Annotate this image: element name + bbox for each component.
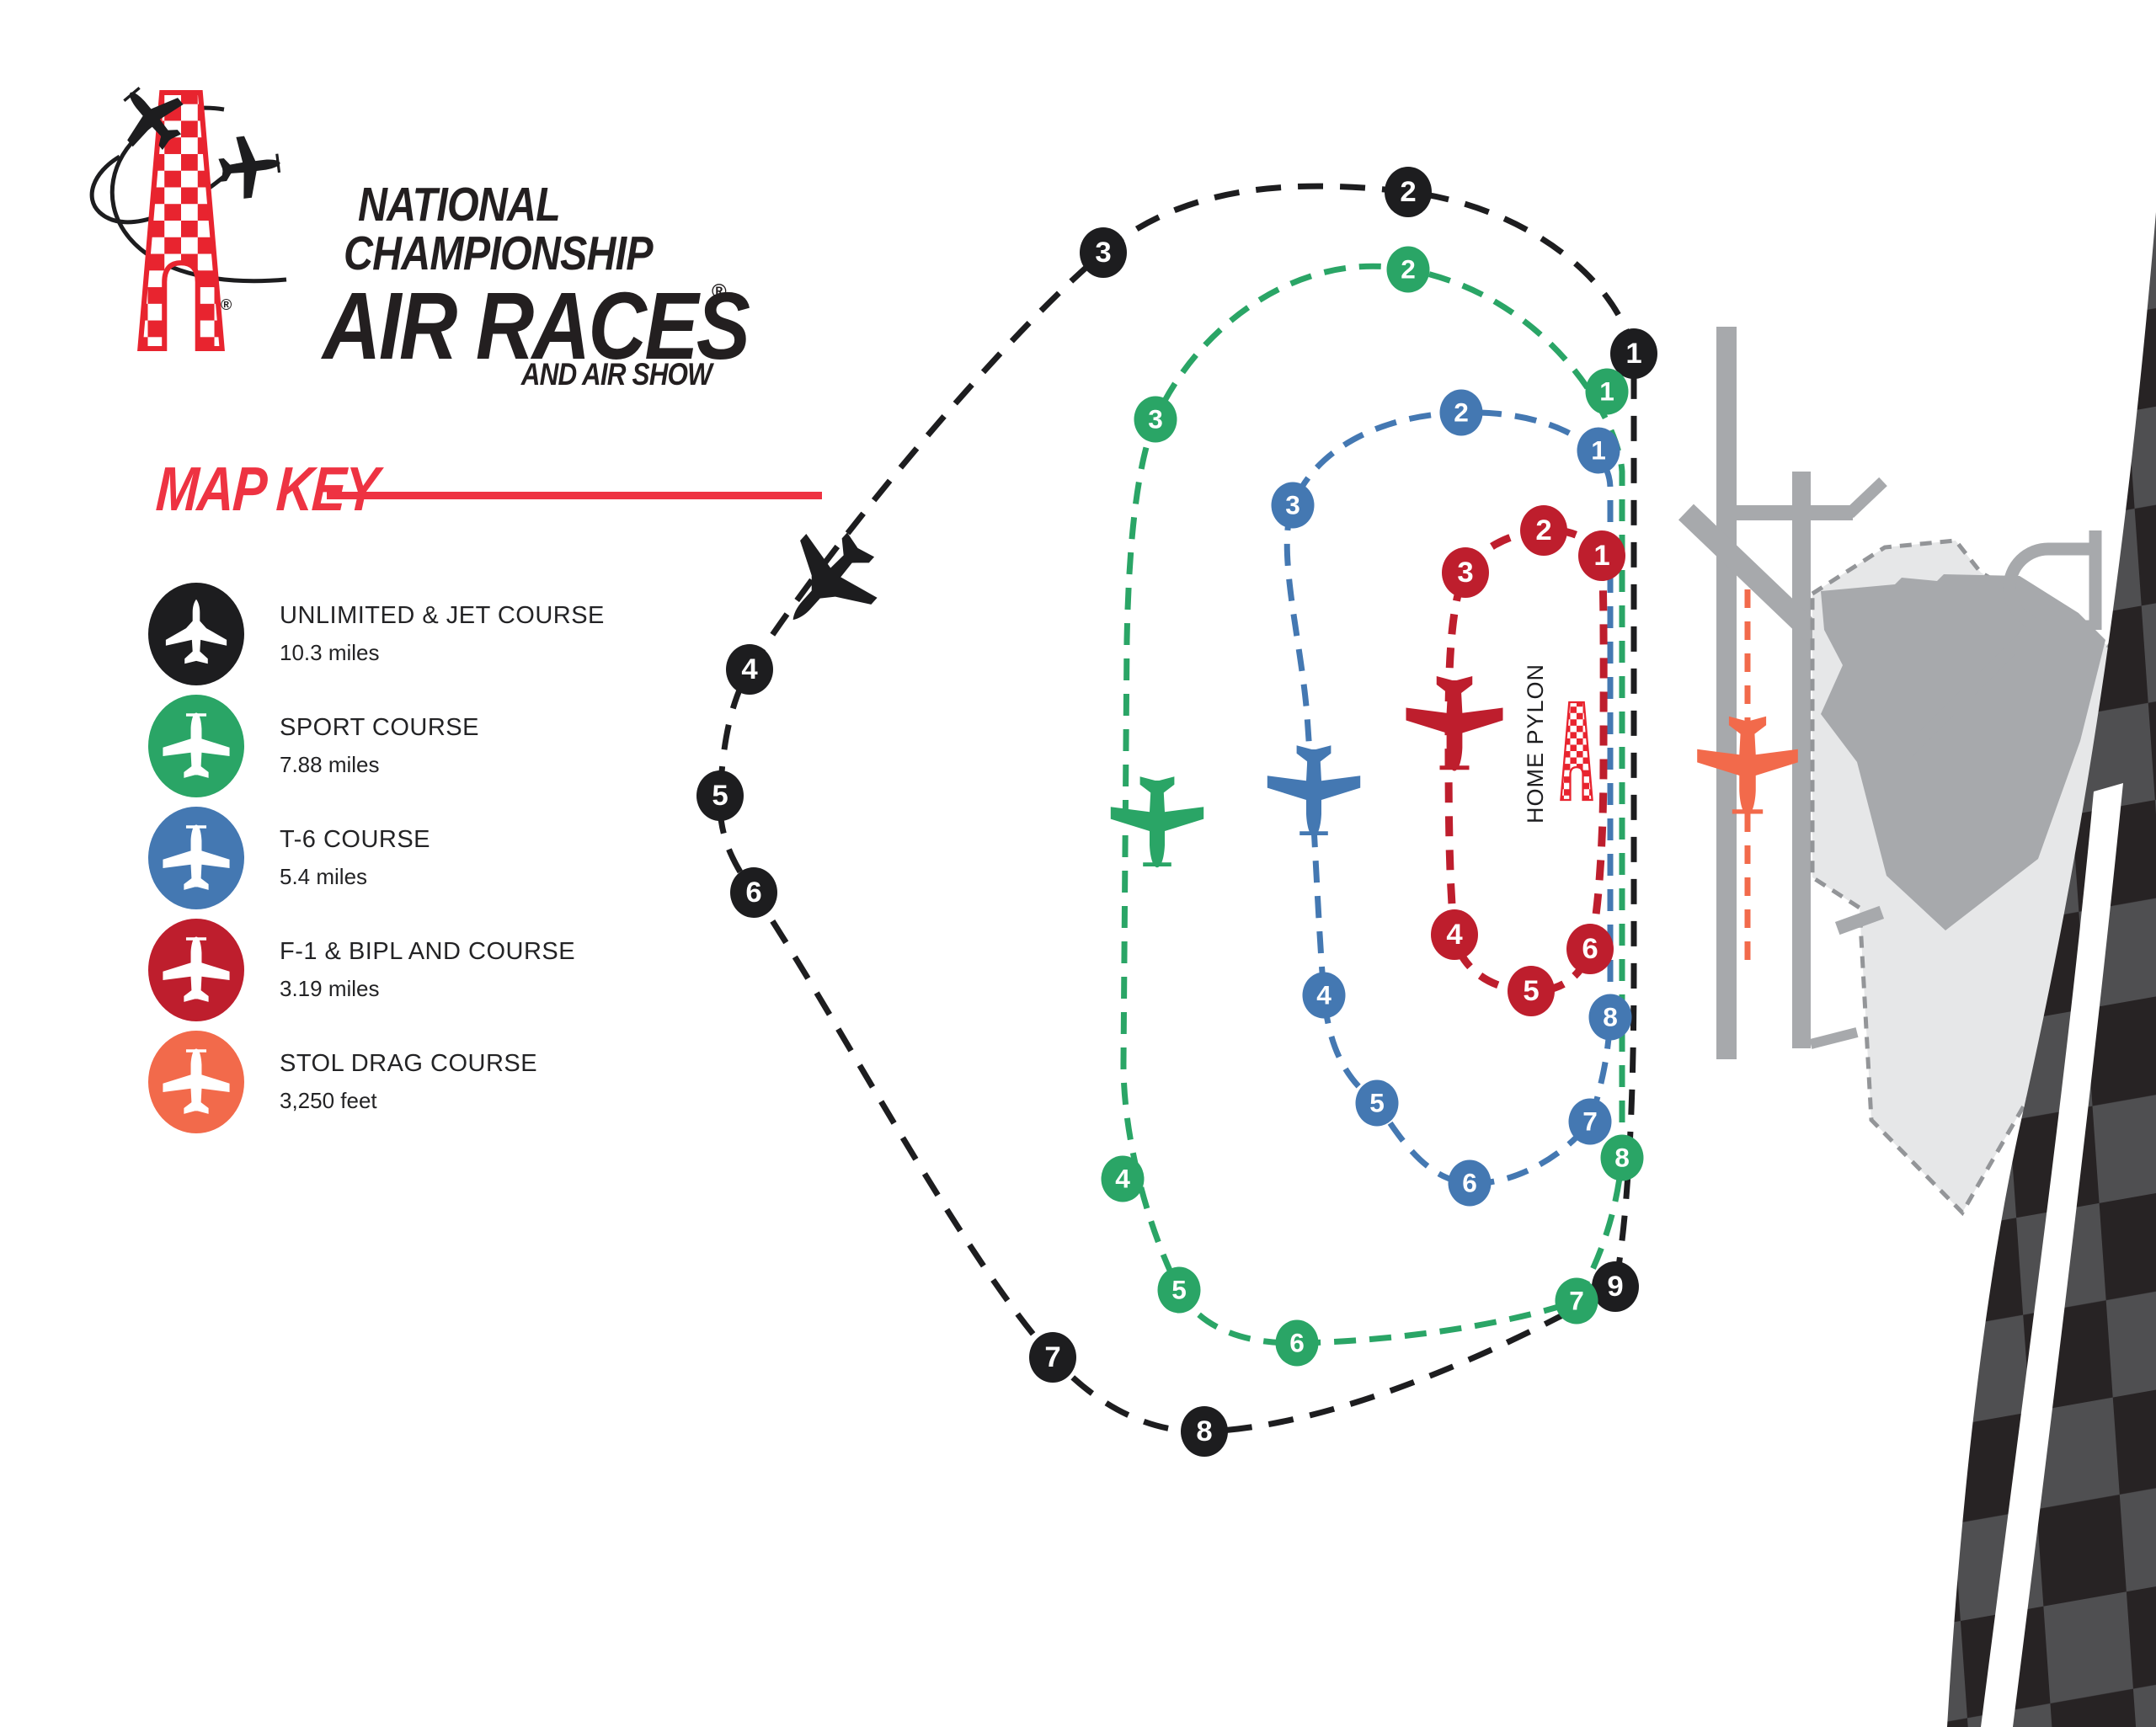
t6-pylon-6: 6 <box>1448 1159 1492 1207</box>
terminal-building <box>1821 574 2105 930</box>
f1-biplane-course-track <box>1444 526 1608 995</box>
course-distance: 3,250 feet <box>280 1087 377 1113</box>
course-label: STOL DRAG COURSE <box>280 1049 538 1077</box>
unlimited-jet-pylon-3: 3 <box>1080 227 1127 278</box>
taxiway-tick <box>1845 477 1887 519</box>
logo-graphic <box>89 71 287 349</box>
t6-pylon-1: 1 <box>1577 427 1620 474</box>
logo-pylon-tower <box>140 93 221 349</box>
sport-pylon-5: 5 <box>1157 1266 1201 1314</box>
course-distance: 5.4 miles <box>280 863 368 889</box>
home-pylon-icon <box>1560 701 1593 802</box>
sport-pylon-8: 8 <box>1600 1134 1644 1181</box>
map-key-items: UNLIMITED & JET COURSE 10.3 miles SPORT … <box>148 578 755 1138</box>
sport-course-badge <box>148 694 244 797</box>
map-key-item-unlimited-jet: UNLIMITED & JET COURSE 10.3 miles <box>148 578 755 690</box>
logo-title-line1: NATIONAL <box>358 178 561 232</box>
runway-foot-stub <box>1809 1027 1859 1049</box>
flag-fold-highlight <box>1981 783 2123 1727</box>
unlimited-jet-pylon-6: 6 <box>730 867 777 918</box>
f1-biplane-pylon-1: 1 <box>1578 530 1625 581</box>
airport-runways <box>1678 327 1887 1059</box>
sport-pylon-4: 4 <box>1101 1155 1145 1202</box>
taxiway-horizontal <box>1737 505 1853 520</box>
prop-plane-icon <box>163 1047 230 1114</box>
course-distance: 7.88 miles <box>280 751 380 777</box>
f1-biplane-pylon-2: 2 <box>1520 505 1567 556</box>
map-key-rule <box>327 492 822 499</box>
unlimited-jet-pylon-7: 7 <box>1029 1332 1076 1383</box>
f1-biplane-pylon-4: 4 <box>1431 909 1478 960</box>
course-label: T-6 COURSE <box>280 825 431 853</box>
sport-pylon-1: 1 <box>1585 368 1629 415</box>
unlimited-jet-course-track <box>717 183 1637 1435</box>
f1-biplane-plane-icon <box>1406 676 1503 771</box>
prop-plane-icon <box>163 935 230 1002</box>
course-label: F-1 & BIPL AND COURSE <box>280 937 576 965</box>
checkered-flag-graphic <box>1947 212 2156 1727</box>
taxiway-loop <box>2003 530 2102 633</box>
logo-registered-mark-small: ® <box>221 296 232 313</box>
t6-plane-icon <box>1267 745 1361 837</box>
logo-registered-mark: ® <box>712 280 727 303</box>
course-distance: 3.19 miles <box>280 975 380 1001</box>
map-key-title: MAP KEY <box>154 454 380 524</box>
logo-subtitle: AND AIR SHOW <box>520 357 712 392</box>
taxiway-loop-stem <box>1900 628 2033 760</box>
map-key-item-t6: T-6 COURSE 5.4 miles <box>148 802 755 914</box>
map-key-item-stol-drag: STOL DRAG COURSE 3,250 feet <box>148 1026 755 1138</box>
unlimited-jet-pylon-4: 4 <box>726 644 773 695</box>
apron-stub <box>1834 905 1885 935</box>
f1-biplane-pylon-5: 5 <box>1508 966 1555 1016</box>
sport-pylon-3: 3 <box>1134 396 1177 443</box>
sport-pylon-7: 7 <box>1555 1277 1598 1325</box>
course-distance: 10.3 miles <box>280 639 380 665</box>
t6-pylon-7: 7 <box>1568 1098 1612 1145</box>
logo-title-line3: AIR RACES <box>323 273 750 379</box>
t6-course-badge <box>148 806 244 909</box>
course-label: SPORT COURSE <box>280 713 479 741</box>
course-label: UNLIMITED & JET COURSE <box>280 601 605 629</box>
unlimited-jet-course-badge <box>148 582 244 685</box>
unlimited-jet-pylon-9: 9 <box>1592 1261 1639 1312</box>
t6-pylon-5: 5 <box>1355 1079 1399 1127</box>
stol-drag-plane-icon <box>1697 716 1798 815</box>
f1-biplane-pylon-6: 6 <box>1566 924 1614 974</box>
t6-pylon-8: 8 <box>1588 994 1632 1041</box>
t6-pylon-3: 3 <box>1271 482 1315 529</box>
prop-plane-icon <box>163 824 230 890</box>
main-runway <box>1716 327 1737 1059</box>
unlimited-jet-pylon-5: 5 <box>696 770 744 821</box>
f1-biplane-pylon-3: 3 <box>1442 547 1489 598</box>
stol-drag-course-badge <box>148 1030 244 1133</box>
logo-plane-right-icon <box>216 131 285 201</box>
unlimited-jet-pylon-2: 2 <box>1385 167 1432 217</box>
home-pylon-label: HOME PYLON <box>1523 663 1548 824</box>
t6-pylon-2: 2 <box>1439 389 1483 436</box>
map-key-item-f1-biplane: F-1 & BIPL AND COURSE 3.19 miles <box>148 914 755 1026</box>
sport-pylon-6: 6 <box>1275 1319 1319 1367</box>
t6-pylon-4: 4 <box>1302 972 1346 1019</box>
f1-biplane-course-badge <box>148 918 244 1021</box>
jet-plane-icon <box>165 599 227 664</box>
course-plane-icons <box>757 512 1798 868</box>
map-key-item-sport: SPORT COURSE 7.88 miles <box>148 690 755 802</box>
logo-title-line2: CHAMPIONSHIP <box>344 227 654 280</box>
unlimited-jet-pylon-8: 8 <box>1181 1406 1228 1457</box>
prop-plane-icon <box>163 712 230 778</box>
sport-pylon-2: 2 <box>1386 246 1430 293</box>
unlimited-jet-pylon-1: 1 <box>1610 328 1657 379</box>
t6-course-track <box>1283 409 1614 1186</box>
